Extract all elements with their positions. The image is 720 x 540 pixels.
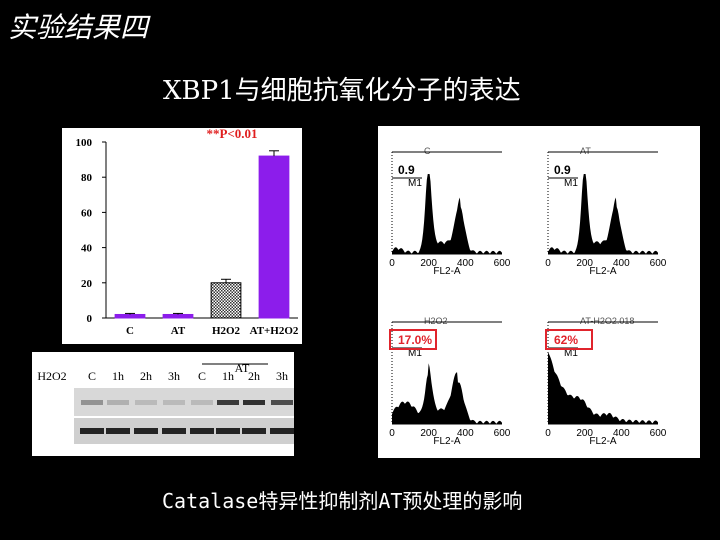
gate-label: M1	[408, 348, 422, 359]
bar	[162, 313, 194, 319]
western-blot-panel: H2O2 C 1h 2h 3h C 1h 2h 3h AT PP38P38	[32, 352, 323, 456]
blot-band-pp38	[191, 400, 213, 405]
x-axis-label: FL2-A	[433, 436, 461, 447]
blot-band-p38	[242, 428, 266, 434]
histogram-area	[548, 351, 658, 424]
slide-title: 实验结果四	[8, 11, 149, 44]
y-tick-label: 80	[81, 172, 93, 184]
x-tick-label: 600	[494, 428, 511, 439]
blot-header-label: 3h	[276, 369, 288, 383]
x-tick-label: 600	[650, 428, 667, 439]
blot-band-p38	[216, 428, 240, 434]
gate-label: M1	[408, 178, 422, 189]
x-tick-label: 400	[613, 428, 630, 439]
x-axis-label: FL2-A	[589, 266, 617, 277]
blot-band-pp38	[163, 400, 185, 405]
blot-band-p38	[80, 428, 104, 434]
western-blot: H2O2 C 1h 2h 3h C 1h 2h 3h AT PP38P38	[37, 361, 323, 444]
blot-band-pp38	[107, 400, 129, 405]
x-tick-label: 200	[420, 428, 437, 439]
flow-histogram: C M10.9 0 200 400 600 FL2-A	[389, 146, 511, 277]
histogram-area	[392, 363, 502, 424]
blot-at-group-label: AT	[235, 361, 250, 375]
x-tick-label: 400	[457, 258, 474, 269]
x-tick-label: C	[126, 325, 134, 337]
gate-label: M1	[564, 348, 578, 359]
histogram-title: C	[424, 146, 431, 156]
blot-header-label: 1h	[222, 369, 234, 383]
bar-chart: 0 20 40 60 80 100 C AT H2O2 AT+H2O2 **P<0.01	[76, 126, 299, 337]
significance-label: **P<0.01	[206, 128, 257, 141]
blot-header-labels: H2O2 C 1h 2h 3h C 1h 2h 3h	[37, 369, 288, 383]
blot-band-p38	[190, 428, 214, 434]
x-tick-label: 400	[613, 258, 630, 269]
y-tick-label: 40	[81, 243, 93, 255]
blot-band-pp38	[243, 400, 265, 405]
x-tick-label: 0	[545, 258, 551, 269]
blot-header-label: 2h	[248, 369, 260, 383]
x-axis-label: FL2-A	[589, 436, 617, 447]
gate-value: 62%	[554, 333, 578, 347]
blot-bands: PP38P38	[74, 388, 323, 444]
flow-cytometry-panel: C M1 0.9 0 200 400 600 FL2-A AT M1 0.9 0 200 400 600 FL…	[378, 126, 700, 458]
highlight-box	[545, 329, 593, 350]
x-tick-label: 400	[457, 428, 474, 439]
x-tick-label: 0	[545, 428, 551, 439]
blot-header-label: C	[198, 369, 206, 383]
x-tick-label: 200	[576, 258, 593, 269]
blot-header-label: H2O2	[37, 369, 66, 383]
histogram-title: AT-H2O2.018	[580, 316, 634, 326]
blot-band-p38	[106, 428, 130, 434]
highlight-box	[389, 329, 437, 350]
bar-chart-x-labels: C AT H2O2 AT+H2O2	[126, 325, 299, 337]
x-tick-label: 600	[494, 258, 511, 269]
x-tick-label: 600	[650, 258, 667, 269]
bar	[210, 282, 242, 319]
bar	[258, 155, 290, 319]
y-tick-label: 20	[81, 278, 93, 290]
x-tick-label: AT	[171, 325, 186, 337]
gate-label: M1	[564, 178, 578, 189]
blot-header-label: 3h	[168, 369, 180, 383]
histogram-title: AT	[580, 146, 591, 156]
gate-value: 17.0%	[398, 333, 432, 347]
blot-band-pp38	[81, 400, 103, 405]
x-tick-label: 200	[420, 258, 437, 269]
x-axis-label: FL2-A	[433, 266, 461, 277]
bar	[114, 313, 146, 319]
y-tick-label: 60	[81, 207, 93, 219]
slide-footer: Catalase特异性抑制剂AT预处理的影响	[162, 489, 523, 513]
x-tick-label: 0	[389, 258, 395, 269]
bar-chart-panel: 0 20 40 60 80 100 C AT H2O2 AT+H2O2 **P<0.01	[62, 126, 302, 344]
x-tick-label: 0	[389, 428, 395, 439]
bar-chart-bars	[114, 150, 290, 319]
y-tick-label: 0	[87, 313, 93, 325]
blot-header-label: 2h	[140, 369, 152, 383]
blot-band-pp38	[271, 400, 293, 405]
x-tick-label: 200	[576, 428, 593, 439]
slide-subtitle: XBP1与细胞抗氧化分子的表达	[163, 76, 521, 106]
gate-value: 0.9	[554, 163, 571, 177]
histogram-title: H2O2	[424, 316, 448, 326]
blot-band-pp38	[135, 400, 157, 405]
blot-band-p38	[270, 428, 294, 434]
blot-band-p38	[162, 428, 186, 434]
blot-band-p38	[134, 428, 158, 434]
blot-band-pp38	[217, 400, 239, 405]
x-tick-label: AT+H2O2	[250, 325, 299, 337]
y-tick-label: 100	[76, 137, 93, 149]
x-tick-label: H2O2	[212, 325, 241, 337]
blot-header-label: 1h	[112, 369, 124, 383]
gate-value: 0.9	[398, 163, 415, 177]
bar-chart-y-ticks: 0 20 40 60 80 100	[76, 137, 106, 325]
blot-header-label: C	[88, 369, 96, 383]
flow-histogram: AT M10.9 0 200 400 600 FL2-A	[545, 146, 667, 277]
